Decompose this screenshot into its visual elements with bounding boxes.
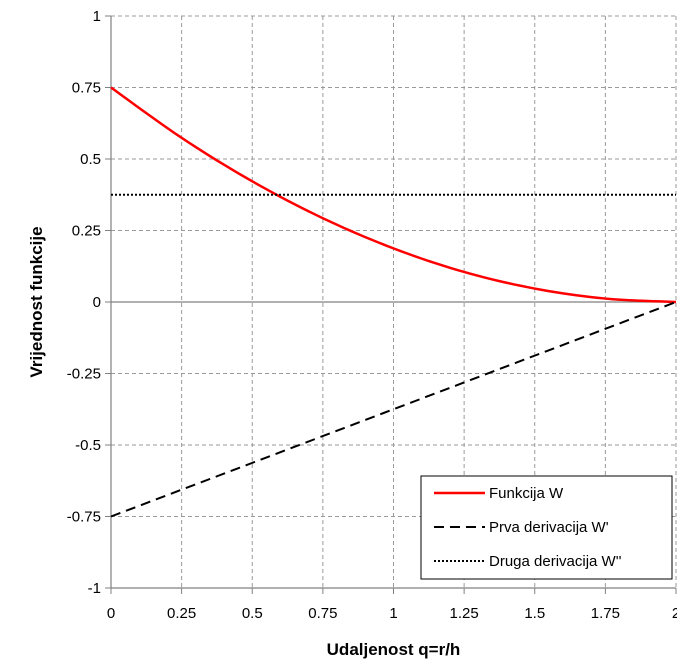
y-tick-label: -1 xyxy=(88,580,101,597)
axis-layer xyxy=(105,15,677,594)
x-tick-label: 0.5 xyxy=(242,605,263,622)
x-tick-label: 1.25 xyxy=(450,605,479,622)
series-line-2 xyxy=(110,301,677,518)
series-line-1 xyxy=(110,86,677,304)
y-tick-label: 0.5 xyxy=(80,151,101,168)
legend-label-1: Funkcija W xyxy=(489,485,564,502)
x-tick-label: 0 xyxy=(107,605,115,622)
y-axis-title: Vrijednost funkcije xyxy=(27,226,46,377)
y-tick-label: -0.75 xyxy=(67,509,101,526)
legend-label-2: Prva derivacija W' xyxy=(489,519,609,536)
y-tick-label: 1 xyxy=(93,8,101,25)
legend-label-3: Druga derivacija W'' xyxy=(489,553,622,570)
y-tick-label: -0.25 xyxy=(67,366,101,383)
x-tick-label: 0.25 xyxy=(167,605,196,622)
x-tick-label: 1 xyxy=(389,605,397,622)
series-layer xyxy=(110,86,677,518)
x-tick-label: 2 xyxy=(672,605,677,622)
legend: Funkcija W Prva derivacija W' Druga deriva… xyxy=(420,475,673,580)
x-tick-label: 0.75 xyxy=(308,605,337,622)
x-axis-title: Udaljenost q=r/h xyxy=(327,640,461,659)
tick-layer: 1 0.75 0.5 0.25 0 -0.25 -0.5 -0.75 -1 0 0.25 0.5 0.7… xyxy=(67,8,677,622)
y-tick-label: -0.5 xyxy=(75,437,101,454)
x-tick-label: 1.5 xyxy=(524,605,545,622)
y-tick-label: 0.25 xyxy=(72,223,101,240)
x-tick-label: 1.75 xyxy=(591,605,620,622)
y-tick-label: 0 xyxy=(93,294,101,311)
y-tick-label: 0.75 xyxy=(72,80,101,97)
